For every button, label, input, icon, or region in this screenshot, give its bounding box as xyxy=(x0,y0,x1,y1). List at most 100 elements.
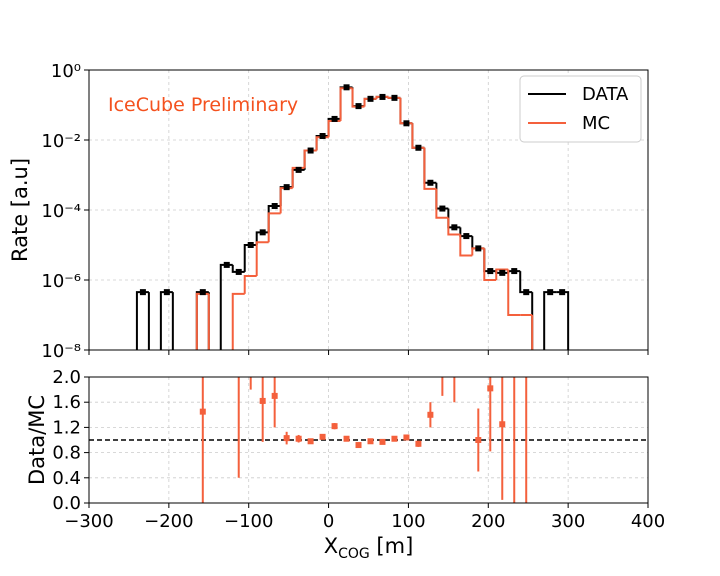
hist-step xyxy=(459,234,473,257)
hist-step xyxy=(531,292,534,350)
x-tick-label: 0 xyxy=(323,511,334,532)
axes: −300 −200 −100 0 100 200 300 400 10⁻⁸ 10⁻⁶ 10⁻⁴ 10⁻… xyxy=(8,61,665,562)
hist-step xyxy=(507,269,521,316)
top-plot xyxy=(89,70,648,350)
y-tick-label: 10⁻⁸ xyxy=(41,341,81,362)
ratio-point xyxy=(271,392,278,399)
data-marker xyxy=(403,120,410,127)
hist-step xyxy=(339,86,353,119)
ratio-point xyxy=(439,355,445,361)
annotation: IceCube Preliminary xyxy=(108,94,298,116)
y-axis-label: Rate [a.u] xyxy=(8,158,32,262)
data-marker xyxy=(487,268,494,275)
data-marker xyxy=(511,268,518,275)
x-tick-label: −100 xyxy=(224,511,273,532)
x-axis-label: XCOG [m] xyxy=(324,534,414,562)
hist-step xyxy=(411,123,425,149)
data-marker xyxy=(343,84,350,91)
data-marker xyxy=(307,147,314,154)
y-tick-label: 10⁻⁴ xyxy=(41,201,81,222)
ratio-plot xyxy=(89,355,648,503)
ratio-point xyxy=(403,434,410,441)
data-marker xyxy=(319,133,326,140)
legend-label: MC xyxy=(582,113,610,134)
hist-step xyxy=(531,315,534,350)
ratio-point xyxy=(367,438,374,445)
hist-step xyxy=(315,136,329,151)
hist-step xyxy=(207,293,210,350)
ratio-point xyxy=(475,437,482,443)
data-marker xyxy=(379,93,386,100)
y-tick-label: 1.6 xyxy=(52,392,81,413)
legend-label: DATA xyxy=(582,84,629,105)
x-tick-label: 100 xyxy=(391,511,425,532)
x-tick-label: 400 xyxy=(631,511,665,532)
hist-step xyxy=(219,263,233,350)
data-marker xyxy=(439,205,446,212)
ratio-point xyxy=(331,423,338,430)
data-marker xyxy=(163,289,170,296)
hist-step xyxy=(435,188,449,219)
ratio-point xyxy=(487,385,494,392)
data-marker xyxy=(367,95,374,102)
ratio-point xyxy=(415,440,422,447)
data-marker xyxy=(463,233,470,240)
hist-step xyxy=(171,292,174,350)
hist-step xyxy=(327,119,341,138)
hist-step xyxy=(447,217,461,236)
x-label-sub: COG xyxy=(338,546,370,562)
data-marker xyxy=(391,94,398,101)
hist-step xyxy=(399,97,413,125)
data-marker xyxy=(295,166,302,173)
data-marker xyxy=(499,269,506,276)
hist-step xyxy=(339,87,353,121)
ratio-point xyxy=(248,355,254,361)
x-tick-label: 300 xyxy=(551,511,585,532)
ratio-point xyxy=(379,438,386,445)
data-marker xyxy=(259,229,266,236)
y-tick-label: 1.2 xyxy=(52,417,81,438)
hist-step xyxy=(483,248,497,281)
data-marker xyxy=(559,289,566,296)
ratio-point xyxy=(343,435,350,442)
data-marker xyxy=(247,242,254,248)
hist-step xyxy=(195,292,209,350)
data-marker xyxy=(271,203,278,210)
hist-step xyxy=(255,241,269,277)
hist-step xyxy=(483,248,497,273)
data-marker xyxy=(235,268,242,275)
data-marker xyxy=(199,289,206,296)
data-marker xyxy=(355,103,362,110)
data-marker xyxy=(223,261,230,268)
ratio-point xyxy=(295,435,302,442)
y-tick-label: 10⁻⁶ xyxy=(41,271,81,292)
ratio-point xyxy=(319,433,326,440)
plot-frame xyxy=(88,376,649,504)
legend-box xyxy=(519,75,642,143)
y-tick-label: 0.0 xyxy=(52,493,81,514)
x-tick-label: −300 xyxy=(64,511,113,532)
y-tick-label: 0.4 xyxy=(52,468,81,489)
hist-step xyxy=(435,182,449,210)
hist-step xyxy=(231,292,245,350)
y-tick-label: 0.8 xyxy=(52,443,81,464)
ratio-point xyxy=(427,411,434,418)
hist-step xyxy=(243,275,257,294)
ratio-point xyxy=(499,421,506,428)
x-tick-label: 200 xyxy=(471,511,505,532)
hist-step xyxy=(135,291,149,350)
data-marker xyxy=(523,289,530,296)
hist-step xyxy=(519,271,533,294)
y-tick-label: 2.0 xyxy=(52,367,81,388)
ratio-point xyxy=(355,442,362,449)
hist-step xyxy=(159,291,173,350)
ratio-point xyxy=(259,397,266,404)
y-axis-label: Data/MC xyxy=(25,395,49,485)
y-tick-label: 10⁰ xyxy=(51,61,81,82)
data-marker xyxy=(475,245,482,252)
hist-step xyxy=(423,147,437,190)
data-marker xyxy=(451,224,458,231)
hist-step xyxy=(267,212,281,243)
data-marker xyxy=(547,289,554,296)
